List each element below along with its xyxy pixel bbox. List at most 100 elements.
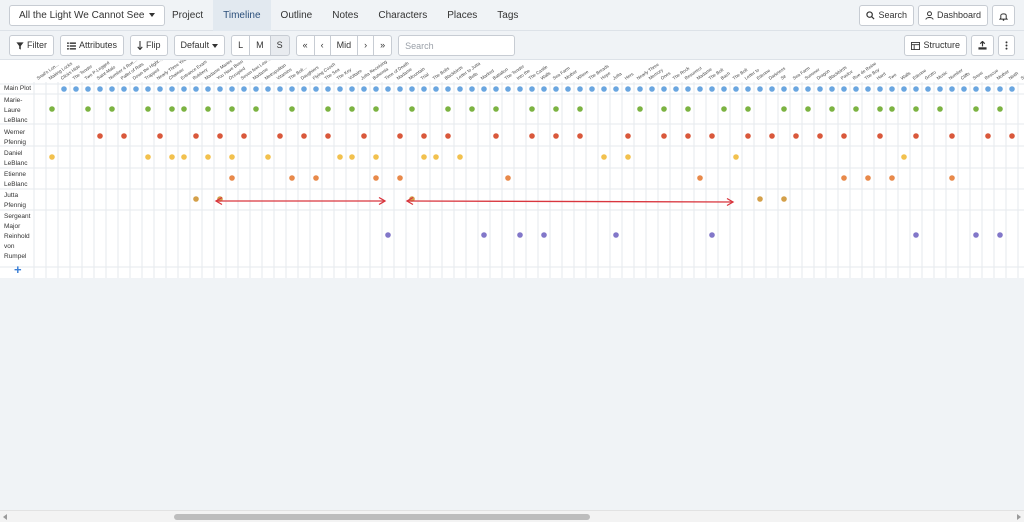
scene-dot[interactable] <box>133 86 139 92</box>
scroll-back-button[interactable]: ‹ <box>313 35 331 56</box>
scene-dot[interactable] <box>865 86 871 92</box>
column-header[interactable]: Hers <box>624 71 635 81</box>
scene-dot[interactable] <box>553 133 559 139</box>
scene-dot[interactable] <box>925 86 931 92</box>
scene-dot[interactable] <box>337 154 343 160</box>
column-header[interactable]: Hard <box>876 71 887 81</box>
scene-dot[interactable] <box>289 175 295 181</box>
scene-dot[interactable] <box>709 232 715 238</box>
project-selector-button[interactable]: All the Light We Cannot See <box>9 5 166 26</box>
scene-dot[interactable] <box>229 175 235 181</box>
scene-dot[interactable] <box>661 133 667 139</box>
scene-dot[interactable] <box>409 86 415 92</box>
scene-dot[interactable] <box>685 86 691 92</box>
scene-dot[interactable] <box>565 86 571 92</box>
scene-dot[interactable] <box>877 86 883 92</box>
tab-timeline[interactable]: Timeline <box>213 0 271 31</box>
scene-dot[interactable] <box>589 86 595 92</box>
scene-dot[interactable] <box>805 86 811 92</box>
scene-dot[interactable] <box>145 154 151 160</box>
scene-dot[interactable] <box>769 133 775 139</box>
column-header[interactable]: Bach <box>720 71 732 81</box>
scene-dot[interactable] <box>745 133 751 139</box>
scene-dot[interactable] <box>625 133 631 139</box>
scene-dot[interactable] <box>325 86 331 92</box>
export-button[interactable] <box>971 35 994 56</box>
scene-dot[interactable] <box>853 86 859 92</box>
scene-dot[interactable] <box>205 106 211 112</box>
scene-dot[interactable] <box>997 106 1003 112</box>
scene-dot[interactable] <box>757 196 763 202</box>
scene-dot[interactable] <box>793 86 799 92</box>
scene-dot[interactable] <box>601 154 607 160</box>
scroll-end-button[interactable]: » <box>373 35 393 56</box>
attributes-button[interactable]: Attributes <box>60 35 125 56</box>
row-label-daniel[interactable]: Daniel LeBlanc <box>4 150 28 167</box>
scene-dot[interactable] <box>373 154 379 160</box>
scene-dot[interactable] <box>781 196 787 202</box>
scene-dot[interactable] <box>973 106 979 112</box>
scene-dot[interactable] <box>145 106 151 112</box>
scene-dot[interactable] <box>733 154 739 160</box>
scene-dot[interactable] <box>157 133 163 139</box>
scene-dot[interactable] <box>373 86 379 92</box>
scene-dot[interactable] <box>637 106 643 112</box>
scene-dot[interactable] <box>817 86 823 92</box>
scene-dot[interactable] <box>913 106 919 112</box>
scene-dot[interactable] <box>469 106 475 112</box>
tab-characters[interactable]: Characters <box>378 10 428 21</box>
scene-dot[interactable] <box>661 86 667 92</box>
scroll-forward-button[interactable]: › <box>357 35 375 56</box>
scene-dot[interactable] <box>973 86 979 92</box>
scene-dot[interactable] <box>841 133 847 139</box>
scene-dot[interactable] <box>397 175 403 181</box>
scene-dot[interactable] <box>193 133 199 139</box>
scene-dot[interactable] <box>913 86 919 92</box>
scene-dot[interactable] <box>361 133 367 139</box>
column-header[interactable]: Walls <box>540 70 552 81</box>
scene-dot[interactable] <box>817 133 823 139</box>
scene-dot[interactable] <box>325 106 331 112</box>
scene-dot[interactable] <box>217 133 223 139</box>
scene-dot[interactable] <box>973 232 979 238</box>
scene-dot[interactable] <box>85 86 91 92</box>
more-options-button[interactable] <box>998 35 1015 56</box>
scene-dot[interactable] <box>361 86 367 92</box>
scene-dot[interactable] <box>433 154 439 160</box>
scene-dot[interactable] <box>385 232 391 238</box>
scene-dot[interactable] <box>433 86 439 92</box>
column-header[interactable]: Trial <box>420 72 430 81</box>
scene-dot[interactable] <box>241 133 247 139</box>
scene-dot[interactable] <box>997 86 1003 92</box>
scene-dot[interactable] <box>289 106 295 112</box>
column-header[interactable]: Ninth <box>1008 70 1020 80</box>
column-header[interactable]: Ones <box>660 70 672 81</box>
scene-dot[interactable] <box>253 106 259 112</box>
scene-dot[interactable] <box>445 86 451 92</box>
scene-dot[interactable] <box>709 86 715 92</box>
scene-dot[interactable] <box>889 106 895 112</box>
scene-dot[interactable] <box>769 86 775 92</box>
tab-tags[interactable]: Tags <box>497 10 519 21</box>
row-label-jutta[interactable]: Jutta Pfennig <box>4 192 27 209</box>
scene-dot[interactable] <box>685 106 691 112</box>
add-line-plus-icon[interactable]: + <box>14 262 22 277</box>
scene-dot[interactable] <box>949 86 955 92</box>
scene-dot[interactable] <box>205 86 211 92</box>
scene-dot[interactable] <box>397 86 403 92</box>
scene-dot[interactable] <box>745 86 751 92</box>
tab-places[interactable]: Places <box>447 10 478 21</box>
scene-dot[interactable] <box>421 86 427 92</box>
size-medium-button[interactable]: M <box>249 35 271 56</box>
scene-dot[interactable] <box>301 86 307 92</box>
scene-dot[interactable] <box>709 133 715 139</box>
scene-dot[interactable] <box>841 175 847 181</box>
scene-dot[interactable] <box>877 133 883 139</box>
scene-dot[interactable] <box>421 154 427 160</box>
scene-dot[interactable] <box>745 106 751 112</box>
row-label-werner[interactable]: Werner Pfennig <box>4 129 27 146</box>
scene-dot[interactable] <box>1009 86 1015 92</box>
scene-dot[interactable] <box>157 86 163 92</box>
scene-dot[interactable] <box>985 133 991 139</box>
scene-dot[interactable] <box>181 106 187 112</box>
